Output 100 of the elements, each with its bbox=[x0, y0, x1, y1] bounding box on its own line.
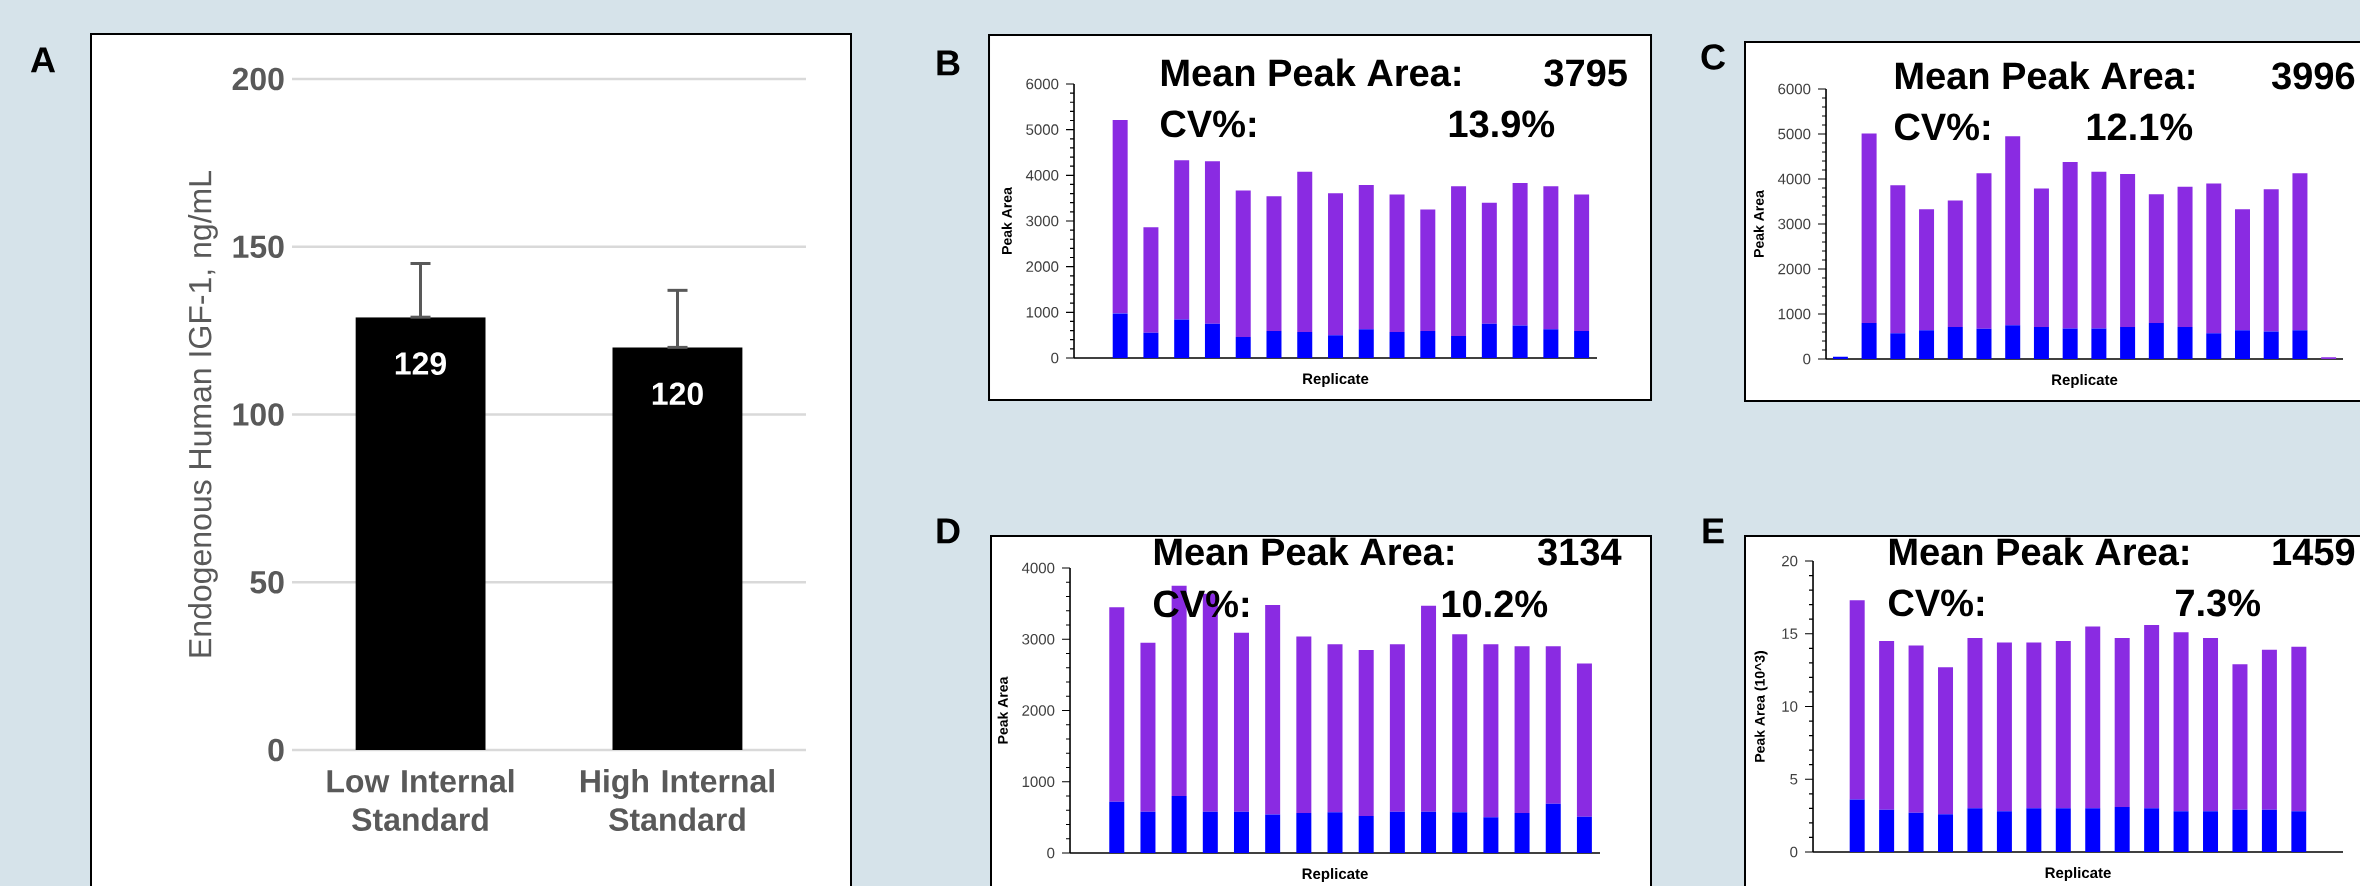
y-tick-label: 200 bbox=[232, 67, 284, 91]
annotation: 3795 bbox=[1544, 59, 1627, 87]
x-axis-title: Replicate bbox=[1303, 373, 1369, 388]
y-tick-label: 1000 bbox=[1026, 307, 1059, 318]
bar bbox=[1861, 133, 1877, 323]
y-tick-label: 3000 bbox=[1022, 633, 1055, 645]
bar bbox=[1574, 331, 1590, 358]
bar bbox=[1451, 336, 1467, 358]
y-tick-label: 1000 bbox=[1778, 308, 1811, 320]
bar bbox=[1265, 605, 1281, 815]
bar bbox=[2291, 646, 2307, 812]
chart-title: C bbox=[1701, 44, 1726, 70]
annotation: 12.1% bbox=[2087, 113, 2193, 141]
x-tick-label: Low Internal Standard bbox=[327, 769, 514, 831]
y-axis-title: Peak Area bbox=[997, 676, 1008, 744]
bar bbox=[1266, 331, 1282, 358]
bar bbox=[2232, 809, 2248, 852]
bar bbox=[1296, 813, 1312, 853]
bar bbox=[1879, 809, 1895, 852]
bar bbox=[1483, 644, 1499, 818]
bar bbox=[1420, 209, 1436, 332]
bar bbox=[1297, 171, 1313, 332]
bar bbox=[2114, 638, 2130, 807]
bar bbox=[1483, 817, 1499, 853]
bar bbox=[2144, 808, 2160, 852]
bar bbox=[1890, 185, 1906, 334]
bar bbox=[2261, 809, 2277, 852]
bar bbox=[2263, 189, 2279, 332]
bar bbox=[1202, 811, 1218, 853]
text: 3134 bbox=[1537, 538, 1622, 566]
y-tick-label: 100 bbox=[233, 403, 284, 426]
annotation: 3996 bbox=[2271, 62, 2355, 90]
y-tick-label: 0 bbox=[1047, 847, 1055, 859]
annotation: 13.9% bbox=[1449, 110, 1555, 138]
bar bbox=[1233, 811, 1249, 853]
bar bbox=[1204, 323, 1220, 358]
annotation: CV%: bbox=[1888, 589, 1983, 617]
bar bbox=[1919, 330, 1935, 359]
bar bbox=[1451, 186, 1467, 337]
bar bbox=[1574, 194, 1590, 332]
bar bbox=[1235, 190, 1251, 337]
bar bbox=[1112, 120, 1128, 314]
y-tick-label: 0 bbox=[1803, 353, 1811, 365]
bar bbox=[1849, 600, 1865, 800]
y-axis-title: Peak Area (10^3) bbox=[1754, 651, 1768, 762]
bar bbox=[1233, 632, 1249, 812]
bar bbox=[1576, 663, 1592, 817]
bar bbox=[1389, 331, 1405, 358]
bar bbox=[1327, 812, 1343, 853]
bar bbox=[2026, 808, 2042, 852]
bar bbox=[2203, 638, 2219, 812]
bar bbox=[2203, 811, 2219, 852]
bar bbox=[2062, 328, 2078, 359]
y-tick-label: 2000 bbox=[1778, 263, 1811, 275]
y-tick-label: 0 bbox=[268, 738, 284, 762]
y-axis-title: Peak Area bbox=[1001, 187, 1012, 254]
chart-title: D bbox=[937, 518, 960, 544]
bar bbox=[2005, 325, 2021, 359]
bar bbox=[2173, 811, 2189, 852]
y-axis-title: Endogenous Human IGF-1, ng/mL bbox=[188, 171, 218, 657]
y-tick-label: 3000 bbox=[1026, 215, 1059, 227]
bar bbox=[1327, 644, 1343, 813]
bar bbox=[1908, 812, 1924, 852]
bar bbox=[1171, 795, 1187, 853]
bar bbox=[1890, 333, 1906, 359]
bar bbox=[1358, 329, 1374, 358]
y-tick-label: 4000 bbox=[1777, 173, 1811, 185]
bar bbox=[2292, 330, 2308, 359]
bar bbox=[1358, 649, 1374, 816]
bar bbox=[1512, 183, 1528, 326]
bar bbox=[1235, 336, 1251, 358]
bar bbox=[1328, 193, 1344, 336]
bar bbox=[1421, 811, 1437, 853]
bar bbox=[2091, 328, 2107, 359]
bar bbox=[2062, 161, 2078, 329]
y-axis-title: Peak Area bbox=[1753, 190, 1764, 257]
bar bbox=[1947, 327, 1963, 359]
annotation: Mean Peak Area: bbox=[1889, 537, 2188, 566]
bar bbox=[1265, 814, 1281, 853]
bar bbox=[1576, 816, 1592, 853]
bar bbox=[2148, 194, 2164, 323]
bar bbox=[2232, 664, 2248, 810]
bar bbox=[2085, 626, 2101, 809]
bar bbox=[1452, 812, 1468, 853]
y-tick-label: 20 bbox=[1782, 555, 1798, 567]
bar bbox=[2114, 806, 2130, 852]
y-tick-label: 15 bbox=[1782, 628, 1798, 639]
bar bbox=[1389, 811, 1405, 853]
data-label: 120 bbox=[652, 382, 703, 406]
bar bbox=[1967, 638, 1983, 809]
bar bbox=[1545, 646, 1561, 804]
bar bbox=[1512, 325, 1528, 358]
bar bbox=[1938, 814, 1954, 852]
bar bbox=[1389, 194, 1405, 332]
bar bbox=[1879, 641, 1895, 810]
bar bbox=[2206, 333, 2222, 359]
bar bbox=[1297, 331, 1313, 358]
annotation: 10.2% bbox=[1442, 590, 1548, 618]
y-tick-label: 10 bbox=[1782, 701, 1798, 712]
bar bbox=[2033, 327, 2049, 359]
